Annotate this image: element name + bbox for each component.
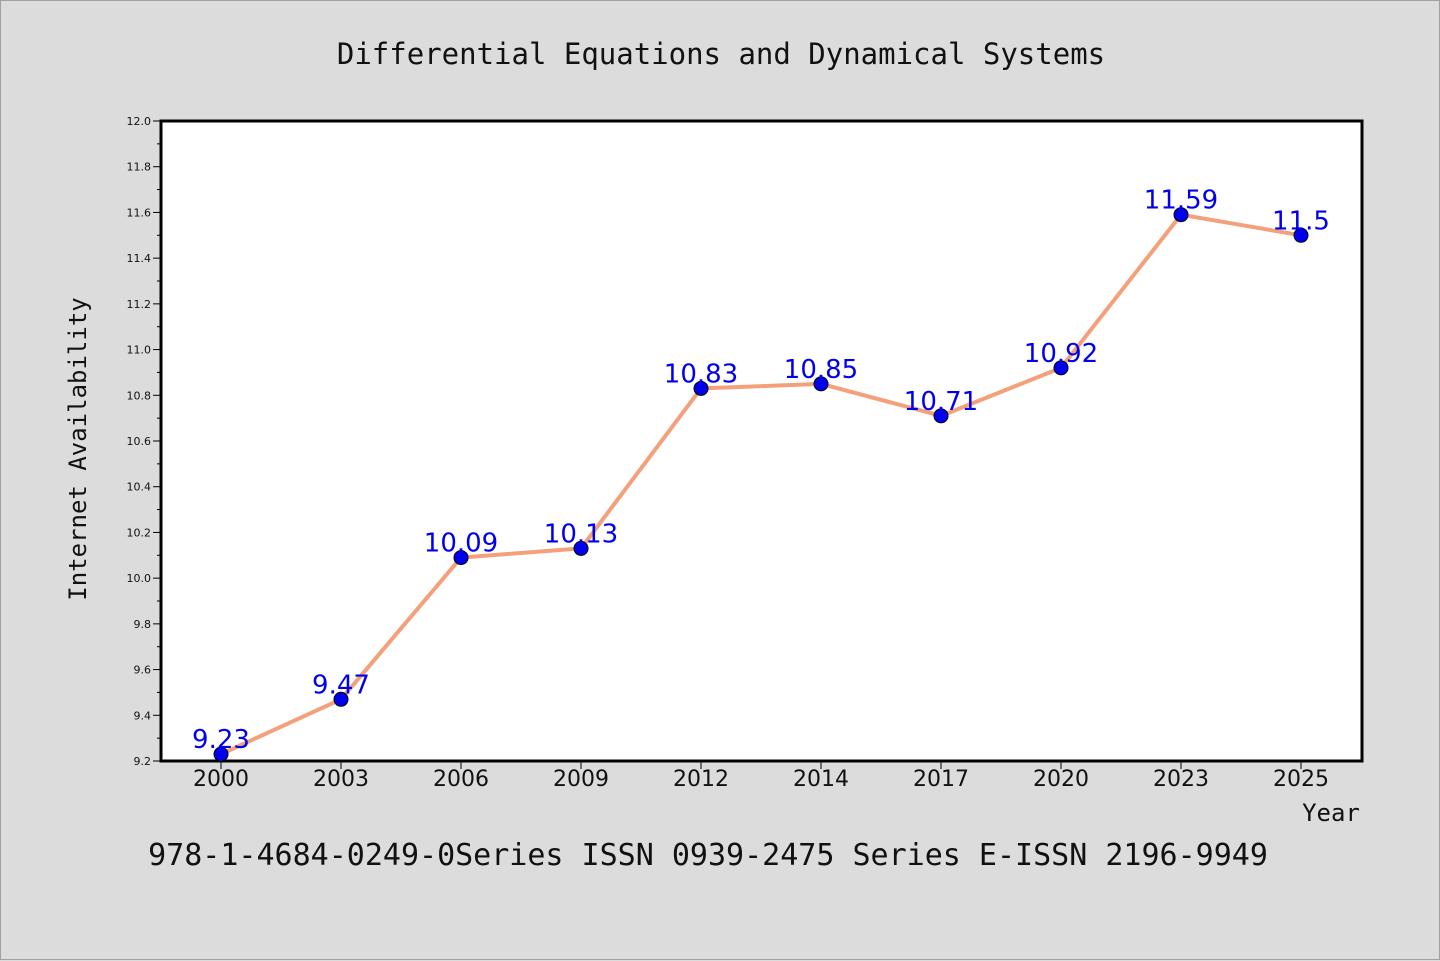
y-tick-label: 11.0 bbox=[127, 344, 152, 357]
data-labels: 9.23 9.47 10.09 10.13 10.83 10.85 10.71 10.92 11… bbox=[192, 186, 1330, 755]
data-point bbox=[333, 691, 349, 707]
x-axis: 2000 2003 2006 2009 2012 2014 2017 2020 2023 2025 bbox=[193, 761, 1329, 792]
data-point bbox=[933, 408, 949, 424]
data-point bbox=[693, 380, 709, 396]
x-tick-label: 2003 bbox=[313, 767, 369, 792]
data-point bbox=[813, 376, 829, 392]
y-tick-label: 11.4 bbox=[127, 252, 152, 265]
x-axis-title: Year bbox=[1302, 799, 1360, 827]
y-tick-label: 10.4 bbox=[127, 481, 152, 494]
plot-area bbox=[159, 119, 1364, 763]
series-polyline bbox=[219, 212, 1303, 757]
x-tick-label: 2017 bbox=[913, 767, 969, 792]
y-tick-label: 9.2 bbox=[134, 755, 152, 768]
y-tick-label: 10.2 bbox=[127, 526, 152, 539]
y-tick-label: 12.0 bbox=[127, 115, 152, 128]
x-tick-label: 2006 bbox=[433, 767, 489, 792]
data-point bbox=[573, 540, 589, 556]
data-label: 10.83 bbox=[664, 359, 738, 389]
data-label: 11.59 bbox=[1144, 186, 1218, 216]
y-axis: 9.2 9.4 9.6 9.8 10.0 10.2 10.4 10.6 10.8 11.0 11.2… bbox=[127, 115, 161, 768]
y-tick-label: 10.8 bbox=[127, 389, 152, 402]
series-markers bbox=[213, 207, 1309, 762]
data-label: 10.92 bbox=[1024, 339, 1098, 369]
y-tick-label: 9.6 bbox=[134, 664, 152, 677]
data-point bbox=[1053, 360, 1069, 376]
data-label: 9.47 bbox=[312, 670, 370, 700]
data-label: 10.85 bbox=[784, 355, 858, 385]
data-point bbox=[1293, 227, 1309, 243]
footer-text: 978-1-4684-0249-0Series ISSN 0939-2475 S… bbox=[148, 838, 1268, 873]
x-tick-label: 2023 bbox=[1153, 767, 1209, 792]
data-label: 10.09 bbox=[424, 529, 498, 559]
y-axis-title: Internet Availability bbox=[64, 297, 92, 600]
data-point bbox=[453, 550, 469, 566]
data-label: 10.13 bbox=[544, 519, 618, 549]
data-label: 10.71 bbox=[904, 387, 978, 417]
data-label: 9.23 bbox=[192, 725, 250, 755]
x-tick-label: 2012 bbox=[673, 767, 729, 792]
data-label: 11.5 bbox=[1272, 206, 1330, 236]
data-point bbox=[1173, 207, 1189, 223]
y-tick-label: 9.4 bbox=[134, 709, 152, 722]
x-tick-label: 2009 bbox=[553, 767, 609, 792]
y-tick-label: 10.6 bbox=[127, 435, 152, 448]
data-point bbox=[213, 746, 229, 762]
y-tick-label: 11.2 bbox=[127, 298, 152, 311]
series-line bbox=[219, 212, 1303, 757]
y-tick-label: 9.8 bbox=[134, 618, 152, 631]
x-tick-label: 2020 bbox=[1033, 767, 1089, 792]
x-tick-label: 2000 bbox=[193, 767, 249, 792]
y-tick-label: 11.8 bbox=[127, 161, 152, 174]
y-tick-label: 11.6 bbox=[127, 206, 152, 219]
y-tick-label: 10.0 bbox=[127, 572, 152, 585]
x-tick-label: 2014 bbox=[793, 767, 849, 792]
x-tick-label: 2025 bbox=[1273, 767, 1329, 792]
chart-title: Differential Equations and Dynamical Sys… bbox=[337, 37, 1105, 71]
